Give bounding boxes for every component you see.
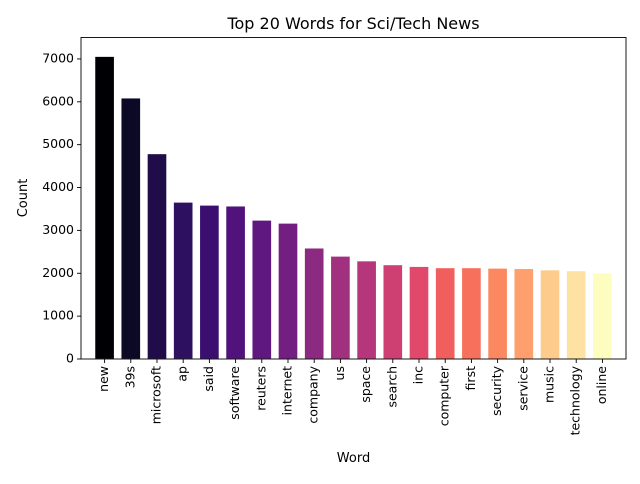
bar-inc <box>408 265 430 360</box>
bar-company <box>303 247 325 360</box>
bar-technology <box>565 270 587 360</box>
bar-us <box>330 255 351 360</box>
bar-microsoft <box>146 153 168 360</box>
y-tick-label: 2000 <box>42 265 74 280</box>
y-axis-label: Count <box>16 179 31 218</box>
x-tick-label: first <box>463 366 478 391</box>
x-tick-label: security <box>489 365 504 416</box>
x-axis-ticks: new 39s microsoft ap said software reuters inte… <box>96 359 609 435</box>
x-tick-label: computer <box>437 365 452 426</box>
x-tick-label: technology <box>568 365 583 435</box>
bar-music <box>539 269 561 360</box>
bar-39s <box>120 97 142 360</box>
bar-service <box>513 268 535 360</box>
bar-ap <box>172 201 194 360</box>
bar-reuters <box>251 219 273 360</box>
x-tick-label: ap <box>175 366 190 382</box>
x-tick-label: search <box>384 366 399 408</box>
x-tick-label: music <box>542 366 557 403</box>
bar-said <box>199 204 220 360</box>
x-axis-label: Word <box>337 451 370 466</box>
y-tick-label: 7000 <box>42 50 74 65</box>
y-tick-label: 5000 <box>42 136 74 151</box>
y-tick-label: 6000 <box>42 93 74 108</box>
x-tick-label: us <box>332 366 347 380</box>
bar-security <box>487 267 508 360</box>
y-tick-label: 3000 <box>42 222 74 237</box>
y-tick-label: 1000 <box>42 308 74 323</box>
x-tick-label: service <box>515 366 530 411</box>
x-tick-label: new <box>96 366 111 392</box>
y-tick-label: 0 <box>66 351 74 366</box>
bar-search <box>382 264 404 360</box>
x-tick-label: 39s <box>122 366 137 388</box>
bar-new <box>94 55 115 360</box>
bar-space <box>356 260 377 360</box>
bar-first <box>461 267 482 360</box>
plot-frame <box>80 37 627 360</box>
bar-software <box>225 205 246 360</box>
chart-title: Top 20 Words for Sci/Tech News <box>226 14 479 33</box>
x-tick-label: microsoft <box>148 366 163 424</box>
x-tick-label: online <box>594 366 609 404</box>
x-tick-label: company <box>306 365 321 423</box>
bar-computer <box>434 267 456 360</box>
bars-group <box>94 55 613 360</box>
x-tick-label: said <box>201 366 216 392</box>
x-tick-label: space <box>358 366 373 403</box>
x-tick-label: reuters <box>253 366 268 411</box>
bar-internet <box>277 222 299 360</box>
x-tick-label: software <box>227 366 242 420</box>
bar-online <box>592 272 613 360</box>
x-tick-label: inc <box>411 366 426 384</box>
y-axis-ticks: 0 1000 2000 3000 4000 5000 6000 7000 <box>42 50 81 366</box>
y-tick-label: 4000 <box>42 179 74 194</box>
x-tick-label: internet <box>280 366 295 416</box>
